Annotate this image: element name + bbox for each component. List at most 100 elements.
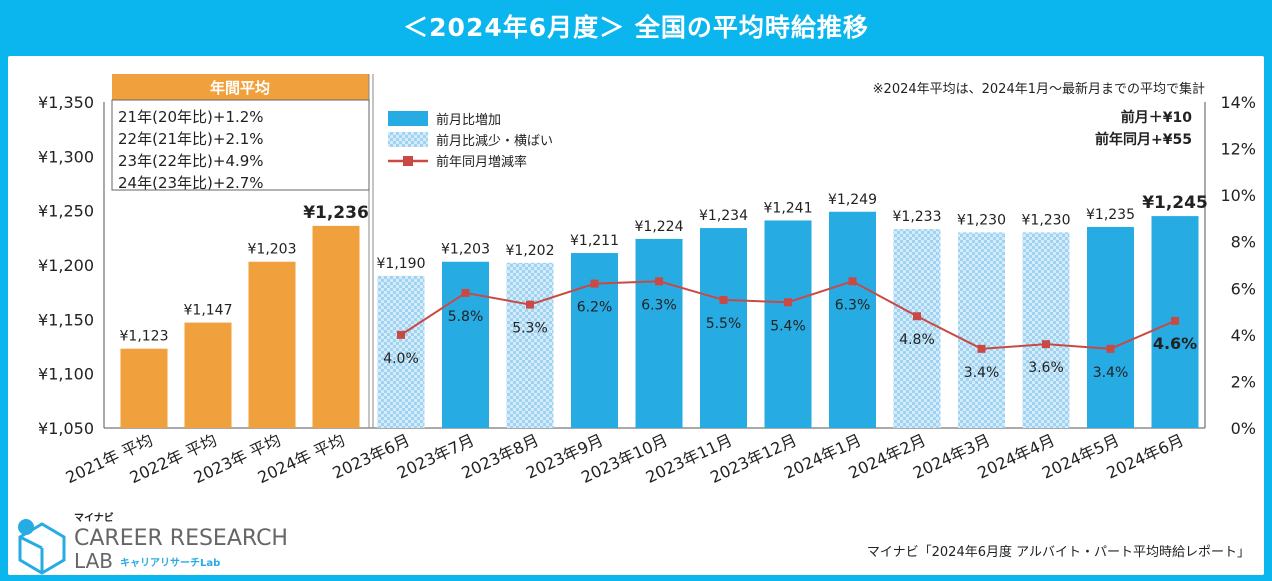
yoy-marker [1042, 340, 1050, 349]
yoy-label: 5.3% [512, 321, 548, 337]
y-right-tick-label: 10% [1220, 186, 1256, 205]
monthly-value-label: ¥1,233 [893, 209, 942, 225]
logo-cube-icon [18, 522, 66, 575]
y-right-tick-label: 14% [1220, 93, 1256, 112]
annual-growth-box [111, 99, 370, 191]
yoy-marker [913, 312, 921, 321]
source-text: マイナビ「2024年6月度 アルバイト・パート平均時給レポート」 [867, 544, 1250, 560]
annual-growth-4: 24年(23年比)+2.7% [118, 174, 264, 192]
annual-growth-3: 23年(22年比)+4.9% [118, 152, 264, 170]
monthly-bar [829, 211, 876, 428]
logo-brand: マイナビ [74, 511, 114, 524]
y-right-tick-label: 12% [1220, 140, 1256, 159]
legend-decrease-label: 前月比減少・横ばい [436, 133, 553, 149]
legend-yoy-marker [403, 156, 413, 166]
legend-decrease-swatch [388, 132, 428, 147]
yoy-marker [719, 295, 728, 304]
yoy-marker [848, 277, 857, 286]
monthly-bar [764, 220, 812, 428]
annual-value-label: ¥1,123 [120, 329, 169, 345]
monthly-bar [635, 238, 683, 428]
annual-header: 年間平均 [210, 79, 270, 97]
diff-prev-year: 前年同月+¥55 [1095, 131, 1192, 148]
yoy-marker [1171, 316, 1179, 325]
legend-increase-swatch [388, 111, 428, 126]
annual-value-label: ¥1,203 [248, 242, 297, 258]
annual-header-bg [112, 74, 369, 100]
y-left-tick-label: ¥1,050 [38, 419, 94, 438]
chart-title: ＜2024年6月度＞ 全国の平均時給推移 [403, 13, 869, 42]
monthly-bar [1087, 226, 1134, 428]
yoy-marker [590, 279, 599, 288]
monthly-value-label: ¥1,249 [828, 192, 877, 208]
y-right-tick-label: 2% [1231, 372, 1256, 391]
y-right-tick-label: 4% [1231, 326, 1256, 345]
monthly-bar [506, 262, 554, 428]
diff-prev-month: 前月＋¥10 [1121, 109, 1192, 126]
yoy-label: 5.4% [770, 318, 806, 334]
yoy-label: 4.0% [383, 351, 419, 367]
yoy-label: 4.6% [1153, 334, 1197, 353]
yoy-marker [526, 300, 534, 309]
annual-bar [312, 225, 360, 428]
annual-growth-1: 21年(20年比)+1.2% [118, 108, 264, 126]
yoy-label: 3.4% [964, 365, 1000, 381]
annual-value-label: ¥1,236 [303, 203, 369, 223]
monthly-value-label: ¥1,234 [699, 208, 748, 224]
monthly-bar [1022, 232, 1070, 428]
annual-bar [248, 261, 296, 428]
yoy-marker [1106, 344, 1115, 353]
yoy-marker [461, 288, 470, 297]
yoy-label: 5.8% [448, 309, 484, 325]
logo-line2: LAB [74, 549, 113, 573]
y-right-tick-label: 0% [1231, 419, 1256, 438]
monthly-value-label: ¥1,202 [506, 243, 555, 259]
logo: マイナビ CAREER RESEARCH LAB キャリアリサーチLab [18, 511, 288, 575]
yoy-label: 4.8% [899, 332, 935, 348]
y-left-tick-label: ¥1,250 [38, 202, 94, 221]
legend-yoy-label: 前年同月増減率 [436, 154, 527, 170]
monthly-value-label: ¥1,245 [1142, 193, 1208, 213]
logo-cube-edge-2 [19, 535, 43, 550]
monthly-value-label: ¥1,241 [764, 200, 813, 216]
monthly-bar [700, 228, 747, 428]
annual-bar [184, 322, 232, 428]
monthly-value-label: ¥1,230 [957, 212, 1006, 228]
annual-bar [120, 348, 168, 428]
yoy-marker [655, 277, 663, 286]
y-left-tick-label: ¥1,350 [38, 93, 94, 112]
annual-value-label: ¥1,147 [184, 303, 233, 319]
monthly-value-label: ¥1,203 [441, 242, 490, 258]
monthly-bar [442, 261, 489, 428]
monthly-value-label: ¥1,235 [1086, 207, 1135, 223]
y-left-tick-label: ¥1,200 [38, 256, 94, 275]
yoy-label: 6.3% [641, 297, 677, 313]
legend-increase-label: 前月比増加 [436, 112, 501, 128]
yoy-marker [784, 298, 792, 307]
monthly-value-label: ¥1,211 [570, 233, 619, 249]
y-left-tick-label: ¥1,300 [38, 147, 94, 166]
yoy-label: 6.2% [577, 300, 613, 316]
y-left-tick-label: ¥1,150 [38, 310, 94, 329]
monthly-bar [571, 253, 618, 428]
yoy-marker [397, 330, 405, 339]
yoy-label: 3.4% [1093, 365, 1129, 381]
yoy-label: 5.5% [706, 316, 742, 332]
logo-dot-icon [18, 519, 34, 535]
y-right-tick-label: 6% [1231, 279, 1256, 298]
monthly-bar [958, 232, 1005, 428]
yoy-label: 6.3% [835, 297, 871, 313]
monthly-value-label: ¥1,190 [377, 256, 426, 272]
annual-growth-2: 22年(21年比)+2.1% [118, 130, 264, 148]
logo-line1: CAREER RESEARCH [74, 526, 288, 551]
yoy-label: 3.6% [1028, 360, 1064, 376]
yoy-marker [977, 344, 986, 353]
monthly-value-label: ¥1,224 [635, 219, 684, 235]
note-text: ※2024年平均は、2024年1月～最新月までの平均で集計 [873, 81, 1205, 97]
logo-sub: キャリアリサーチLab [120, 557, 220, 569]
monthly-value-label: ¥1,230 [1022, 212, 1071, 228]
monthly-bar [377, 275, 425, 428]
y-right-tick-label: 8% [1231, 233, 1256, 252]
